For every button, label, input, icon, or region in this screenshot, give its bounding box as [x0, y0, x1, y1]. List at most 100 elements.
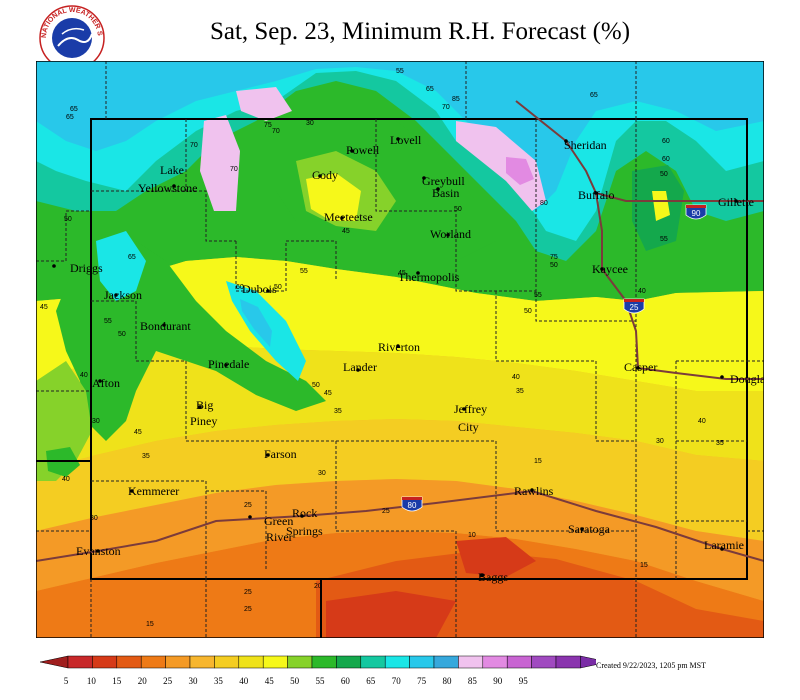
legend-tick-label: 55 — [316, 676, 326, 686]
i25-route — [595, 192, 764, 380]
contour-label: 65 — [128, 254, 136, 261]
contour-label: 10 — [468, 532, 476, 539]
contour-label: 15 — [640, 562, 648, 569]
city-label-bondurant: Bondurant — [140, 319, 191, 333]
contour-label: 70 — [190, 142, 198, 149]
legend-tick-label: 90 — [493, 676, 503, 686]
legend-tick-label: 85 — [468, 676, 478, 686]
legend-swatch — [555, 655, 581, 669]
city-dot-driggs — [52, 264, 56, 268]
city-label-lander: Lander — [343, 360, 377, 374]
contour-label: 65 — [590, 92, 598, 99]
city-dot-dubois — [266, 289, 270, 293]
band-25 — [36, 479, 764, 601]
city-dot-evanston — [96, 549, 100, 553]
city-label-greenriver: River — [266, 530, 293, 544]
band-west-cyan — [96, 231, 146, 301]
pocket-bighorn — [456, 121, 546, 211]
city-label-kaycee: Kaycee — [592, 262, 628, 276]
legend-tick-label: 20 — [138, 676, 148, 686]
i80-route — [36, 489, 764, 562]
city-dot-greenriver — [248, 515, 252, 519]
contour-label: 60 — [662, 138, 670, 145]
contour-label: 25 — [244, 502, 252, 509]
city-dot-douglas — [720, 375, 724, 379]
legend-arrow-left — [39, 655, 69, 669]
contour-label: 50 — [118, 331, 126, 338]
legend-swatch — [262, 655, 288, 669]
city-dot-jackson — [114, 293, 118, 297]
contour-label: 70 — [272, 128, 280, 135]
state-outline — [90, 118, 748, 580]
contour-label: 45 — [398, 270, 406, 277]
legend-swatch — [433, 655, 459, 669]
city-label-rock: Rock — [292, 506, 317, 520]
city-dot-saratoga — [580, 527, 584, 531]
legend-bar — [39, 655, 596, 669]
contour-label: 55 — [660, 236, 668, 243]
contour-label: 50 — [454, 206, 462, 213]
band-10 — [456, 537, 536, 577]
city-label-greybull: Greybull — [422, 174, 465, 188]
contour-label: 30 — [656, 438, 664, 445]
legend-tick-label: 95 — [519, 676, 529, 686]
i90-route — [515, 100, 764, 202]
legend-tick-label: 70 — [392, 676, 402, 686]
contour-label: 65 — [66, 114, 74, 121]
contour-label: 50 — [524, 308, 532, 315]
legend-tick-label: 65 — [366, 676, 376, 686]
legend-swatch — [360, 655, 386, 669]
legend-tick-label: 45 — [265, 676, 275, 686]
highway-shields: 90 25 80 — [401, 204, 707, 512]
city-dot-basin — [436, 187, 440, 191]
city-label-springs: Springs — [286, 524, 323, 538]
contour-label: 35 — [334, 408, 342, 415]
legend-swatch — [384, 655, 410, 669]
city-label-thermopolis: Thermopolis — [398, 270, 460, 284]
contour-label: 25 — [244, 606, 252, 613]
city-dot-gillette — [734, 199, 738, 203]
band-10b — [326, 591, 456, 638]
contour-label: 50 — [64, 216, 72, 223]
city-label-laramie: Laramie — [704, 538, 744, 552]
city-label-yellowstone: Yellowstone — [138, 181, 197, 195]
band-basin-core — [306, 173, 361, 221]
i90-shield: 90 — [685, 204, 707, 220]
city-dot-lovell — [396, 137, 400, 141]
contour-label: 15 — [146, 621, 154, 628]
legend-tick-label: 25 — [163, 676, 173, 686]
legend-tick-label: 10 — [87, 676, 97, 686]
legend-tick-label: 35 — [214, 676, 224, 686]
city-dot-baggs — [480, 573, 484, 577]
contour-label: 30 — [92, 418, 100, 425]
band-gillette-core — [652, 191, 670, 221]
contour-label: 50 — [274, 284, 282, 291]
neighbor-lines — [36, 61, 764, 638]
pocket-north — [236, 87, 292, 121]
city-label-powell: Powell — [346, 143, 380, 157]
contour-label: 35 — [142, 453, 150, 460]
i90-label: 90 — [692, 209, 701, 218]
contour-label: 40 — [62, 476, 70, 483]
contour-label: 50 — [312, 382, 320, 389]
contour-label: 40 — [698, 418, 706, 425]
contour-label: 25 — [244, 589, 252, 596]
city-label-big: Big — [196, 398, 213, 412]
legend-swatch — [67, 655, 93, 669]
city-label-green: Green — [264, 514, 293, 528]
legend-swatch — [92, 655, 118, 669]
city-label-farson: Farson — [264, 447, 297, 461]
interstate-routes — [36, 100, 764, 562]
contour-label: 75 — [264, 122, 272, 129]
city-label-lake: Lake — [160, 163, 184, 177]
legend-swatch — [140, 655, 166, 669]
contour-label: 65 — [426, 86, 434, 93]
city-dot-rawlins — [530, 488, 534, 492]
city-label-buffalo: Buffalo — [578, 188, 614, 202]
contour-label: 55 — [534, 292, 542, 299]
contour-label: 40 — [80, 372, 88, 379]
legend-swatch — [116, 655, 142, 669]
legend-swatch — [482, 655, 508, 669]
city-dot-lander — [356, 368, 360, 372]
city-label-riverton: Riverton — [378, 340, 420, 354]
